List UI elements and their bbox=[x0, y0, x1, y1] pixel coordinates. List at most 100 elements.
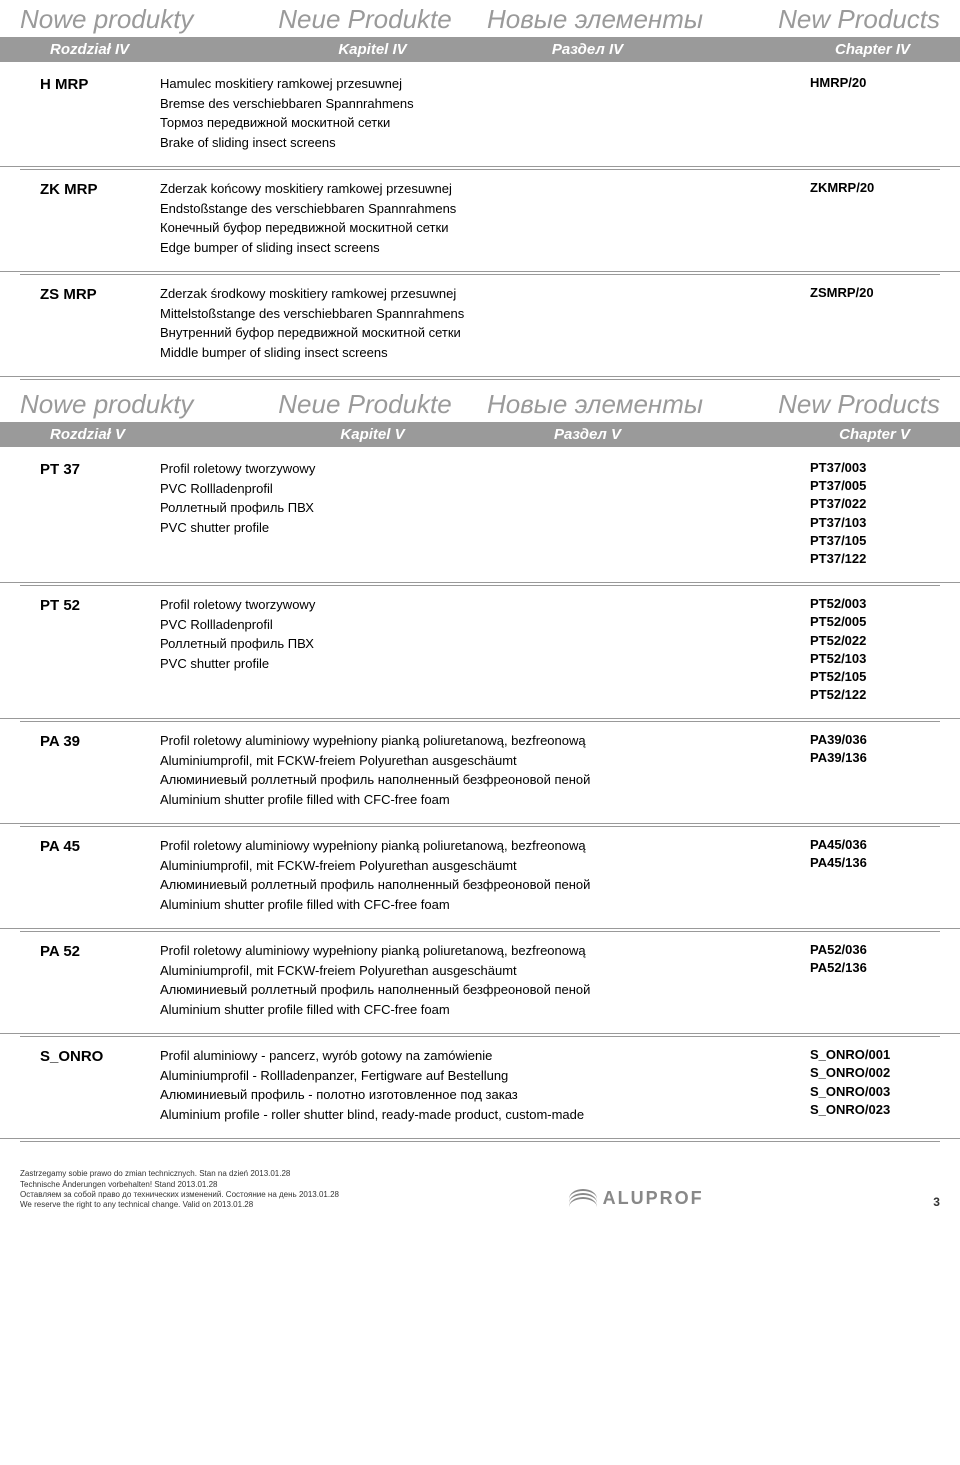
title-en: New Products bbox=[710, 0, 940, 37]
product-desc-line: Brake of sliding insect screens bbox=[160, 133, 770, 153]
page-number: 3 bbox=[933, 1195, 940, 1211]
product-ref: PA52/036 bbox=[810, 941, 940, 959]
title2-en: New Products bbox=[710, 385, 940, 422]
product-desc-line: Middle bumper of sliding insect screens bbox=[160, 343, 770, 363]
product-ref: PT37/122 bbox=[810, 550, 940, 568]
chapter-bar-1: Rozdział IV Kapitel IV Раздел IV Chapter… bbox=[0, 37, 960, 62]
product-code: PA 39 bbox=[20, 731, 160, 809]
product-desc-line: PVC Rollladenprofil bbox=[160, 479, 770, 499]
footer-line-de: Technische Änderungen vorbehalten! Stand… bbox=[20, 1180, 339, 1190]
product-description: Zderzak środkowy moskitiery ramkowej prz… bbox=[160, 284, 770, 362]
product-desc-line: Тормоз передвижной москитной сетки bbox=[160, 113, 770, 133]
product-entry: PT 52Profil roletowy tworzywowyPVC Rolll… bbox=[0, 583, 960, 719]
brand-text: ALUPROF bbox=[603, 1187, 704, 1210]
section-header-1: Nowe produkty Neue Produkte Новые элемен… bbox=[0, 0, 960, 37]
product-refs: ZSMRP/20 bbox=[770, 284, 940, 362]
footer-line-pl: Zastrzegamy sobie prawo do zmian technic… bbox=[20, 1169, 339, 1179]
product-entry: S_ONROProfil aluminiowy - pancerz, wyrób… bbox=[0, 1034, 960, 1139]
chapter-en: Chapter IV bbox=[695, 41, 940, 58]
product-entry: ZK MRPZderzak końcowy moskitiery ramkowe… bbox=[0, 167, 960, 272]
product-code: ZS MRP bbox=[20, 284, 160, 362]
product-ref: PT37/103 bbox=[810, 514, 940, 532]
title-pl: Nowe produkty bbox=[20, 0, 250, 37]
product-ref: ZSMRP/20 bbox=[810, 284, 940, 302]
product-desc-line: Hamulec moskitiery ramkowej przesuwnej bbox=[160, 74, 770, 94]
product-code: PA 52 bbox=[20, 941, 160, 1019]
product-code: ZK MRP bbox=[20, 179, 160, 257]
chapter-ru: Раздел IV bbox=[480, 41, 695, 58]
chapter2-en: Chapter V bbox=[695, 426, 940, 443]
product-desc-line: Aluminium shutter profile filled with CF… bbox=[160, 790, 770, 810]
title2-pl: Nowe produkty bbox=[20, 385, 250, 422]
brand-logo: ALUPROF bbox=[569, 1187, 704, 1210]
chapter2-de: Kapitel V bbox=[265, 426, 480, 443]
product-desc-line: Mittelstoßstange des verschiebbaren Span… bbox=[160, 304, 770, 324]
product-desc-line: Profil roletowy aluminiowy wypełniony pi… bbox=[160, 731, 770, 751]
product-ref: PT37/005 bbox=[810, 477, 940, 495]
product-ref: S_ONRO/002 bbox=[810, 1064, 940, 1082]
product-code: PT 37 bbox=[20, 459, 160, 568]
product-ref: PA45/136 bbox=[810, 854, 940, 872]
product-description: Profil roletowy tworzywowyPVC Rollladenp… bbox=[160, 459, 770, 568]
product-refs: S_ONRO/001S_ONRO/002S_ONRO/003S_ONRO/023 bbox=[770, 1046, 940, 1124]
title-ru: Новые элементы bbox=[480, 0, 710, 37]
product-entry: PT 37Profil roletowy tworzywowyPVC Rolll… bbox=[0, 447, 960, 583]
product-desc-line: Aluminium shutter profile filled with CF… bbox=[160, 895, 770, 915]
product-ref: PA52/136 bbox=[810, 959, 940, 977]
product-refs: PA45/036PA45/136 bbox=[770, 836, 940, 914]
product-code: PT 52 bbox=[20, 595, 160, 704]
product-desc-line: Алюминиевый роллетный профиль наполненны… bbox=[160, 875, 770, 895]
product-desc-line: Aluminiumprofil - Rollladenpanzer, Ferti… bbox=[160, 1066, 770, 1086]
chapter-bar-2: Rozdział V Kapitel V Раздел V Chapter V bbox=[0, 422, 960, 447]
product-description: Zderzak końcowy moskitiery ramkowej prze… bbox=[160, 179, 770, 257]
product-ref: PA45/036 bbox=[810, 836, 940, 854]
product-refs: PT52/003PT52/005PT52/022PT52/103PT52/105… bbox=[770, 595, 940, 704]
product-refs: PA39/036PA39/136 bbox=[770, 731, 940, 809]
product-refs: PA52/036PA52/136 bbox=[770, 941, 940, 1019]
title2-de: Neue Produkte bbox=[250, 385, 480, 422]
title-de: Neue Produkte bbox=[250, 0, 480, 37]
page-footer: Zastrzegamy sobie prawo do zmian technic… bbox=[0, 1139, 960, 1221]
product-ref: S_ONRO/001 bbox=[810, 1046, 940, 1064]
product-description: Profil roletowy aluminiowy wypełniony pi… bbox=[160, 731, 770, 809]
product-ref: PT52/103 bbox=[810, 650, 940, 668]
product-desc-line: Profil roletowy tworzywowy bbox=[160, 459, 770, 479]
product-ref: PT52/122 bbox=[810, 686, 940, 704]
product-code: H MRP bbox=[20, 74, 160, 152]
product-desc-line: Endstoßstange des verschiebbaren Spannra… bbox=[160, 199, 770, 219]
product-description: Hamulec moskitiery ramkowej przesuwnejBr… bbox=[160, 74, 770, 152]
product-code: PA 45 bbox=[20, 836, 160, 914]
title2-ru: Новые элементы bbox=[480, 385, 710, 422]
product-ref: PT52/022 bbox=[810, 632, 940, 650]
product-desc-line: Aluminiumprofil, mit FCKW-freiem Polyure… bbox=[160, 751, 770, 771]
product-desc-line: Zderzak środkowy moskitiery ramkowej prz… bbox=[160, 284, 770, 304]
product-desc-line: Роллетный профиль ПВХ bbox=[160, 634, 770, 654]
product-ref: PA39/136 bbox=[810, 749, 940, 767]
product-desc-line: Profil aluminiowy - pancerz, wyrób gotow… bbox=[160, 1046, 770, 1066]
product-desc-line: Алюминиевый роллетный профиль наполненны… bbox=[160, 980, 770, 1000]
product-entry: PA 39Profil roletowy aluminiowy wypełnio… bbox=[0, 719, 960, 824]
product-ref: ZKMRP/20 bbox=[810, 179, 940, 197]
footer-line-ru: Оставляем за собой право до технических … bbox=[20, 1190, 339, 1200]
chapter2-pl: Rozdział V bbox=[20, 426, 265, 443]
product-ref: PT37/003 bbox=[810, 459, 940, 477]
product-ref: S_ONRO/023 bbox=[810, 1101, 940, 1119]
logo-icon bbox=[569, 1189, 597, 1209]
chapter2-ru: Раздел V bbox=[480, 426, 695, 443]
product-description: Profil roletowy aluminiowy wypełniony pi… bbox=[160, 836, 770, 914]
product-entry: H MRPHamulec moskitiery ramkowej przesuw… bbox=[0, 62, 960, 167]
product-desc-line: PVC shutter profile bbox=[160, 518, 770, 538]
product-desc-line: Aluminiumprofil, mit FCKW-freiem Polyure… bbox=[160, 961, 770, 981]
product-desc-line: Bremse des verschiebbaren Spannrahmens bbox=[160, 94, 770, 114]
chapter-de: Kapitel IV bbox=[265, 41, 480, 58]
product-entry: ZS MRPZderzak środkowy moskitiery ramkow… bbox=[0, 272, 960, 377]
product-ref: PA39/036 bbox=[810, 731, 940, 749]
product-entry: PA 52Profil roletowy aluminiowy wypełnio… bbox=[0, 929, 960, 1034]
product-desc-line: Profil roletowy tworzywowy bbox=[160, 595, 770, 615]
product-desc-line: Aluminium shutter profile filled with CF… bbox=[160, 1000, 770, 1020]
product-ref: PT37/022 bbox=[810, 495, 940, 513]
product-ref: HMRP/20 bbox=[810, 74, 940, 92]
product-ref: PT52/005 bbox=[810, 613, 940, 631]
product-desc-line: Aluminiumprofil, mit FCKW-freiem Polyure… bbox=[160, 856, 770, 876]
product-refs: HMRP/20 bbox=[770, 74, 940, 152]
